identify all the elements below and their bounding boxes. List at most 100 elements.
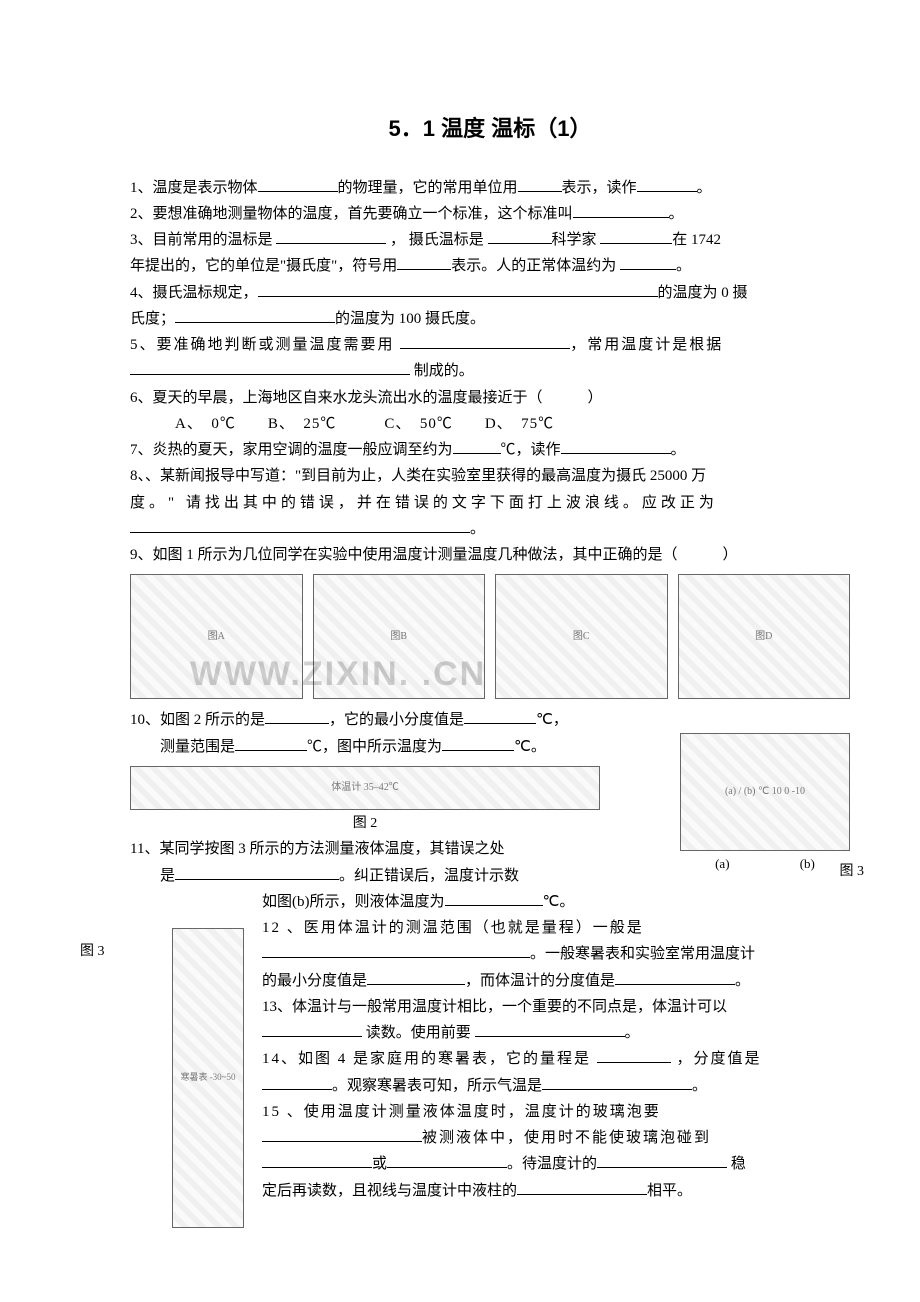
question-9: 9、如图 1 所示为几位同学在实验中使用温度计测量温度几种做法，其中正确的是（ … [130, 542, 850, 568]
blank[interactable] [397, 255, 451, 270]
q3-l1d: 在 1742 [672, 232, 721, 248]
q15-l3b: 。待温度计的 [507, 1156, 597, 1172]
question-5: 5、要准确地判断或测量温度需要用 ，常用温度计是根据 [130, 332, 850, 358]
question-7: 7、炎热的夏天，家用空调的温度一般应调至约为℃，读作。 [130, 437, 850, 463]
question-6-choices[interactable]: A、 0℃ B、 25℃ C、 50℃ D、 75℃ [130, 411, 850, 437]
q3-l1c: 科学家 [552, 232, 601, 248]
question-14-line1: 14、如图 4 是家庭用的寒暑表，它的量程是 ，分度值是 [262, 1046, 842, 1072]
q10-l1a: 10、如图 2 所示的是 [130, 712, 265, 728]
blank[interactable] [265, 709, 329, 724]
q5-l2: 制成的。 [410, 363, 474, 379]
q15-l4b: 相平。 [647, 1183, 692, 1199]
q3-l2c: 。 [676, 258, 691, 274]
question-8-line2: 度。" 请找出其中的错误，并在错误的文字下面打上波浪线。应改正为 [130, 490, 850, 516]
question-3-line2: 年提出的，它的单位是"摄氏度"，符号用 表示。人的正常体温约为 。 [130, 253, 850, 279]
q1-mid1: 的物理量，它的常用单位用 [338, 180, 518, 196]
question-4: 4、摄氏温标规定， 的温度为 0 摄 [130, 280, 850, 306]
question-11-line2: 是。纠正错误后，温度计示数 [130, 863, 600, 889]
question-11-line3: 如图(b)所示，则液体温度为℃。 [262, 889, 842, 915]
blank[interactable] [615, 970, 735, 985]
q15-l3c: 稳 [727, 1156, 746, 1172]
blank[interactable] [445, 891, 543, 906]
blank[interactable] [262, 943, 530, 958]
q14-l2a: 。观察寒暑表可知，所示气温是 [332, 1078, 542, 1094]
question-15-line4: 定后再读数，且视线与温度计中液柱的相平。 [262, 1178, 842, 1204]
right-column: 如图(b)所示，则液体温度为℃。 12 、医用体温计的测温范围（也就是量程）一般… [262, 889, 842, 1204]
q10-l1c: ℃， [536, 712, 568, 728]
q10-l2c: ℃。 [514, 739, 546, 755]
question-2: 2、要想准确地测量物体的温度，首先要确立一个标准，这个标准叫 。 [130, 201, 850, 227]
blank[interactable] [600, 229, 672, 244]
q2-end: 。 [669, 206, 684, 222]
blank[interactable] [597, 1153, 727, 1168]
blank[interactable] [620, 255, 676, 270]
question-1: 1、温度是表示物体的物理量，它的常用单位用表示，读作。 [130, 175, 850, 201]
figure-2-caption: 图 2 [130, 812, 600, 837]
question-12-line1: 12 、医用体温计的测温范围（也就是量程）一般是 [262, 915, 842, 941]
blank[interactable] [573, 203, 669, 218]
blank[interactable] [262, 1153, 372, 1168]
blank[interactable] [400, 334, 570, 349]
blank[interactable] [258, 177, 338, 192]
blank[interactable] [517, 1180, 647, 1195]
figure-4: 寒暑表 -30~50 [172, 928, 244, 1228]
q11-l2a: 是 [160, 868, 175, 884]
q11-l3b: ℃。 [543, 894, 575, 910]
q14-l1a: 14、如图 4 是家庭用的寒暑表，它的量程是 [262, 1051, 597, 1067]
blank[interactable] [258, 282, 658, 297]
question-12-line3: 的最小分度值是，而体温计的分度值是。 [262, 968, 842, 994]
blank[interactable] [175, 308, 335, 323]
figure-3-labels: (a) (b) [680, 851, 850, 876]
blank[interactable] [367, 970, 465, 985]
q7-end: 。 [671, 442, 686, 458]
blank[interactable] [637, 177, 697, 192]
q4-l2a: 氏度； [130, 311, 175, 327]
q2-pre: 2、要想准确地测量物体的温度，首先要确立一个标准，这个标准叫 [130, 206, 573, 222]
blank[interactable] [542, 1075, 692, 1090]
question-6: 6、夏天的早晨，上海地区自来水龙头流出水的温度最接近于（ ） [130, 385, 850, 411]
blank[interactable] [518, 177, 562, 192]
blank[interactable] [130, 518, 470, 533]
blank[interactable] [276, 229, 386, 244]
blank[interactable] [597, 1048, 671, 1063]
figure-1d: 图D [678, 574, 851, 699]
figure-3-label-b: (b) [800, 853, 815, 876]
q3-l2a: 年提出的，它的单位是"摄氏度"，符号用 [130, 258, 397, 274]
blank[interactable] [488, 229, 552, 244]
blank[interactable] [464, 709, 536, 724]
figure-1a: 图A [130, 574, 303, 699]
question-5-line2: 制成的。 [130, 358, 850, 384]
blank[interactable] [387, 1153, 507, 1168]
blank[interactable] [262, 1127, 422, 1142]
blank[interactable] [235, 736, 307, 751]
q4-l1a: 4、摄氏温标规定， [130, 285, 258, 301]
q7-pre: 7、炎热的夏天，家用空调的温度一般应调至约为 [130, 442, 453, 458]
blank[interactable] [442, 736, 514, 751]
q5-l1a: 5、要准确地判断或测量温度需要用 [130, 337, 400, 353]
question-8-line1: 8、、某新闻报导中写道："到目前为止，人类在实验室里获得的最高温度为摄氏 250… [130, 463, 850, 489]
question-10-line2: 测量范围是℃，图中所示温度为℃。 [130, 734, 600, 760]
q15-l2a: 被测液体中，使用时不能使玻璃泡碰到 [422, 1130, 711, 1146]
q1-mid2: 表示，读作 [562, 180, 637, 196]
q14-l2b: 。 [692, 1078, 707, 1094]
question-14-line2: 。观察寒暑表可知，所示气温是 。 [262, 1073, 842, 1099]
figure-1b: 图B [313, 574, 486, 699]
question-11-line1: 11、某同学按图 3 所示的方法测量液体温度，其错误之处 [130, 836, 600, 862]
blank[interactable] [475, 1022, 625, 1037]
blank[interactable] [262, 1022, 362, 1037]
q4-l1b: 的温度为 0 摄 [658, 285, 748, 301]
q3-l2b: 表示。人的正常体温约为 [451, 258, 620, 274]
figure-1c: 图C [495, 574, 668, 699]
blank[interactable] [561, 439, 671, 454]
question-13-line2: 读数。使用前要 。 [262, 1020, 842, 1046]
blank[interactable] [262, 1075, 332, 1090]
figure-3: (a) / (b) ℃ 10 0 -10 [680, 733, 850, 851]
q3-l1b: ， 摄氏温标是 [386, 232, 487, 248]
figure-2: 体温计 35–42℃ [130, 766, 600, 810]
q8-l3: 。 [470, 521, 485, 537]
blank[interactable] [175, 865, 339, 880]
question-13-line1: 13、体温计与一般常用温度计相比，一个重要的不同点是，体温计可以 [262, 994, 842, 1020]
blank[interactable] [453, 439, 501, 454]
question-4-line2: 氏度；的温度为 100 摄氏度。 [130, 306, 850, 332]
blank[interactable] [130, 360, 410, 375]
